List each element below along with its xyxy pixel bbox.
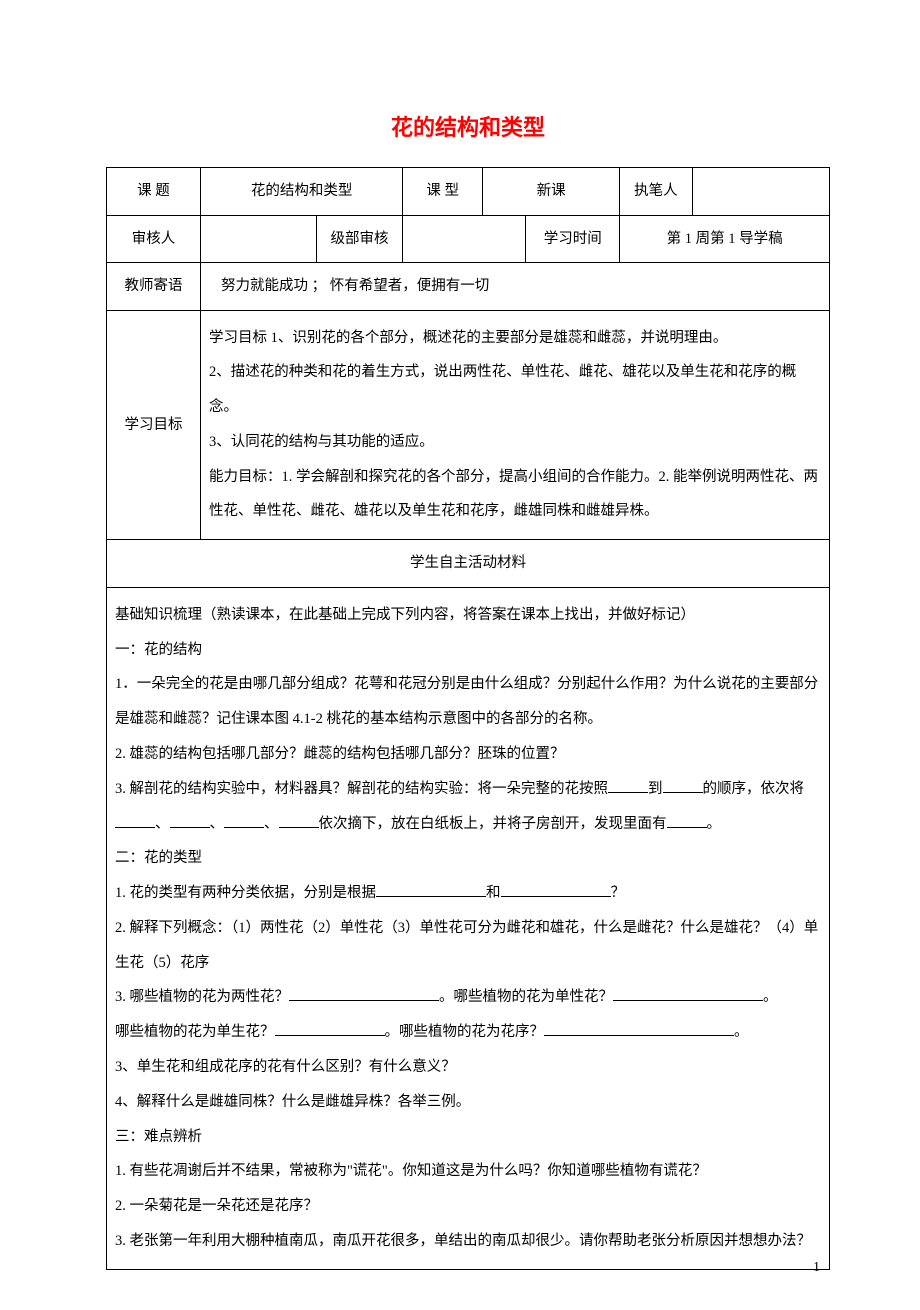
q1-3-part-b: 到 — [648, 781, 663, 797]
q1-1: 1．一朵完全的花是由哪几部分组成？花萼和花冠分别是由什么组成？分别起什么作用？为… — [115, 676, 818, 727]
label-reviewer: 审核人 — [107, 215, 201, 262]
content-row: 基础知识梳理（熟读课本，在此基础上完成下列内容，将答案在课本上找出，并做好标记）… — [107, 587, 830, 1269]
objective-line-4: 能力目标：1. 学会解剖和探究花的各个部分，提高小组间的合作能力。2. 能举例说… — [209, 469, 818, 520]
blank-fill — [376, 882, 486, 898]
label-author: 执笔人 — [620, 168, 692, 215]
q1-3-part-h: 。 — [707, 816, 722, 832]
objectives-row: 学习目标 学习目标 1、识别花的各个部分，概述花的主要部分是雄蕊和雌蕊，并说明理… — [107, 310, 830, 540]
value-teacher-msg: 努力就能成功 ； 怀有希望者，便拥有一切 — [200, 263, 829, 310]
blank-fill — [667, 812, 707, 828]
content-cell: 基础知识梳理（熟读课本，在此基础上完成下列内容，将答案在课本上找出，并做好标记）… — [107, 587, 830, 1269]
page-container: 花的结构和类型 课 题 花的结构和类型 课 型 新课 执笔人 审核人 级部审核 — [0, 0, 920, 1310]
blank-fill — [224, 812, 264, 828]
value-type: 新课 — [482, 168, 619, 215]
label-objectives: 学习目标 — [107, 310, 201, 540]
q3-2: 2. 一朵菊花是一朵花还是花序？ — [115, 1198, 318, 1214]
q2-3-part-e: 。哪些植物的花为花序？ — [385, 1024, 545, 1040]
activity-title: 学生自主活动材料 — [107, 540, 830, 587]
objective-line-2: 2、描述花的种类和花的着生方式，说出两性花、单性花、雌花、雄花以及单生花和花序的… — [209, 364, 796, 415]
value-objectives: 学习目标 1、识别花的各个部分，概述花的主要部分是雄蕊和雌蕊，并说明理由。 2、… — [200, 310, 829, 540]
label-teacher-msg: 教师寄语 — [107, 263, 201, 310]
q2-3-part-f: 。 — [734, 1024, 749, 1040]
q1-3-part-f: 、 — [264, 816, 279, 832]
label-topic: 课 题 — [107, 168, 201, 215]
q1-2: 2. 雄蕊的结构包括哪几部分？雌蕊的结构包括哪几部分？胚珠的位置？ — [115, 746, 565, 762]
intro-line: 基础知识梳理（熟读课本，在此基础上完成下列内容，将答案在课本上找出，并做好标记） — [115, 607, 695, 623]
value-topic: 花的结构和类型 — [200, 168, 402, 215]
blank-fill — [289, 986, 439, 1002]
value-reviewer — [200, 215, 316, 262]
value-study-time: 第 1 周第 1 导学稿 — [620, 215, 830, 262]
value-dept-review — [403, 215, 526, 262]
blank-fill — [608, 777, 648, 793]
q3-3: 3. 老张第一年利用大棚种植南瓜，南瓜开花很多，单结出的南瓜却很少。请你帮助老张… — [115, 1233, 811, 1249]
page-number: 1 — [813, 1257, 820, 1279]
blank-fill — [663, 777, 703, 793]
section-title-row: 学生自主活动材料 — [107, 540, 830, 587]
blank-fill — [275, 1021, 385, 1037]
q3-1: 1. 有些花凋谢后并不结果，常被称为"谎花"。你知道这是为什么吗？你知道哪些植物… — [115, 1163, 707, 1179]
section-3-head: 三：难点辨析 — [115, 1129, 202, 1145]
label-type: 课 型 — [403, 168, 483, 215]
q2-3-part-d: 哪些植物的花为单生花？ — [115, 1024, 275, 1040]
q2-5: 4、解释什么是雌雄同株？什么是雌雄异株？各举三例。 — [115, 1094, 470, 1110]
q1-3-part-g: 依次摘下，放在白纸板上，并将子房剖开，发现里面有 — [319, 816, 667, 832]
q2-1-part-b: 和 — [486, 885, 501, 901]
page-title: 花的结构和类型 — [106, 110, 830, 145]
q2-2: 2. 解释下列概念：（1）两性花（2）单性花（3）单性花可分为雌花和雄花，什么是… — [115, 920, 818, 971]
section-1-head: 一：花的结构 — [115, 642, 202, 658]
section-2-head: 二：花的类型 — [115, 850, 202, 866]
blank-fill — [544, 1021, 734, 1037]
q2-3-part-b: 。哪些植物的花为单性花？ — [439, 989, 613, 1005]
teacher-message-row: 教师寄语 努力就能成功 ； 怀有希望者，便拥有一切 — [107, 263, 830, 310]
q1-3-part-d: 、 — [155, 816, 170, 832]
q2-3-part-a: 3. 哪些植物的花为两性花？ — [115, 989, 289, 1005]
label-dept-review: 级部审核 — [316, 215, 403, 262]
worksheet-table: 课 题 花的结构和类型 课 型 新课 执笔人 审核人 级部审核 学习时间 第 1… — [106, 167, 830, 1270]
q2-4: 3、单生花和组成花序的花有什么区别？有什么意义？ — [115, 1059, 456, 1075]
q1-3-part-c: 的顺序，依次将 — [703, 781, 805, 797]
blank-fill — [279, 812, 319, 828]
objective-line-3: 3、认同花的结构与其功能的适应。 — [209, 434, 434, 450]
blank-fill — [115, 812, 155, 828]
label-study-time: 学习时间 — [526, 215, 620, 262]
objective-line-1: 学习目标 1、识别花的各个部分，概述花的主要部分是雄蕊和雌蕊，并说明理由。 — [209, 330, 727, 346]
header-row-2: 审核人 级部审核 学习时间 第 1 周第 1 导学稿 — [107, 215, 830, 262]
q1-3-part-e: 、 — [210, 816, 225, 832]
q2-1-part-a: 1. 花的类型有两种分类依据，分别是根据 — [115, 885, 376, 901]
blank-fill — [501, 882, 611, 898]
blank-fill — [613, 986, 763, 1002]
q2-3-part-c: 。 — [763, 989, 778, 1005]
value-author — [692, 168, 829, 215]
q1-3-part-a: 3. 解剖花的结构实验中，材料器具？解剖花的结构实验：将一朵完整的花按照 — [115, 781, 608, 797]
blank-fill — [170, 812, 210, 828]
q2-1-part-c: ？ — [611, 885, 626, 901]
header-row-1: 课 题 花的结构和类型 课 型 新课 执笔人 — [107, 168, 830, 215]
